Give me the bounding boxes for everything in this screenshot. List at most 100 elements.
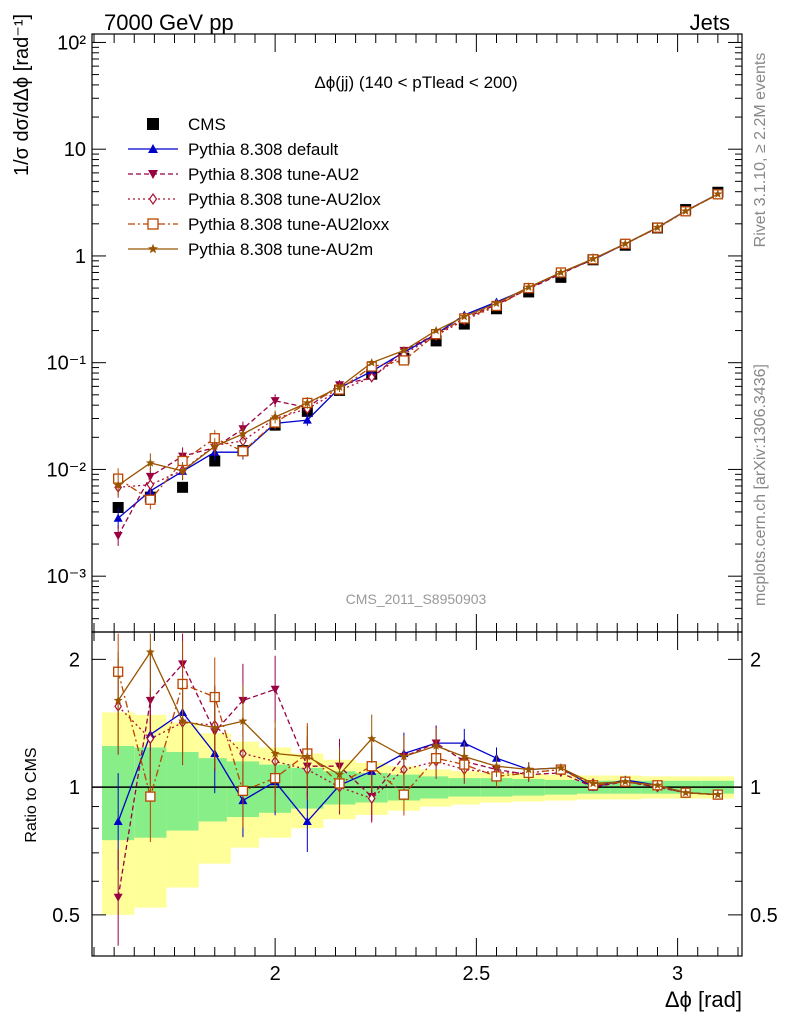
ratio-point bbox=[556, 763, 566, 772]
data-point bbox=[620, 239, 630, 248]
data-point bbox=[335, 382, 345, 391]
ratio-line bbox=[117, 711, 718, 823]
legend-label: Pythia 8.308 tune-AU2loxx bbox=[188, 215, 390, 234]
legend-label: Pythia 8.308 tune-AU2lox bbox=[188, 190, 381, 209]
ratio-series-group bbox=[113, 633, 724, 946]
axes-group: 10⁻³ 10⁻² 10⁻¹ 1 10 10² 0.5 0.5 1 1 2 2 2 2.5 3 bbox=[47, 32, 778, 985]
legend-marker bbox=[147, 218, 159, 230]
data-point bbox=[145, 458, 155, 467]
series-6-ratio bbox=[113, 633, 723, 802]
data-point bbox=[209, 455, 221, 467]
legend-entry-3: Pythia 8.308 tune-AU2 bbox=[128, 165, 359, 184]
data-point bbox=[652, 222, 662, 232]
data-point bbox=[270, 397, 280, 406]
ratio-point bbox=[270, 748, 280, 758]
data-point bbox=[237, 446, 249, 457]
ratio-point bbox=[399, 751, 409, 761]
x-tick-label: 2 bbox=[270, 963, 281, 985]
y-axis-label-main: 1/σ dσ/dΔϕ [rad⁻¹] bbox=[11, 14, 33, 176]
ratio-line bbox=[117, 650, 718, 796]
ratio-point bbox=[237, 785, 249, 796]
legend-label: CMS bbox=[188, 115, 226, 134]
data-point bbox=[492, 298, 501, 308]
series-5-main bbox=[113, 189, 724, 510]
ratio-point bbox=[270, 685, 280, 694]
ratio-point bbox=[620, 776, 630, 786]
series-line bbox=[117, 193, 719, 486]
x-tick-label: 3 bbox=[672, 963, 683, 985]
data-point bbox=[146, 479, 155, 491]
ratio-frame bbox=[91, 631, 743, 957]
ratio-point bbox=[524, 764, 534, 774]
legend: CMS Pythia 8.308 default Pythia 8.308 tune… bbox=[128, 115, 390, 259]
data-point bbox=[713, 189, 723, 198]
data-point bbox=[398, 355, 410, 366]
ratio-point bbox=[145, 791, 156, 802]
rivet-label: Rivet 3.1.10, ≥ 2.2M events bbox=[752, 53, 769, 248]
x-tick-label: 2.5 bbox=[462, 963, 490, 985]
header-right: Jets bbox=[690, 10, 730, 35]
data-point bbox=[459, 311, 469, 321]
data-point bbox=[270, 412, 280, 421]
data-point bbox=[113, 531, 123, 541]
legend-entry-2: Pythia 8.308 default bbox=[128, 140, 339, 159]
data-point bbox=[113, 480, 123, 490]
y-tick-label: 10⁻³ bbox=[47, 566, 87, 588]
legend-marker bbox=[147, 118, 159, 130]
ratio-point bbox=[459, 751, 469, 761]
ratio-tick-label-right: 1 bbox=[750, 777, 761, 799]
data-point bbox=[210, 441, 220, 451]
legend-label: Pythia 8.308 tune-AU2m bbox=[188, 240, 373, 259]
ratio-point bbox=[367, 734, 377, 743]
x-axis-label: Δϕ [rad] bbox=[665, 987, 742, 1012]
ratio-point bbox=[366, 761, 377, 772]
data-point bbox=[302, 398, 312, 407]
ratio-point bbox=[398, 789, 410, 800]
data-point bbox=[113, 513, 123, 522]
analysis-watermark: CMS_2011_S8950903 bbox=[346, 591, 487, 607]
legend-entry-5: Pythia 8.308 tune-AU2loxx bbox=[128, 215, 390, 234]
ratio-point bbox=[302, 751, 312, 761]
legend-label: Pythia 8.308 default bbox=[188, 140, 339, 159]
legend-entry-4: Pythia 8.308 tune-AU2lox bbox=[128, 190, 381, 209]
ratio-point bbox=[145, 647, 155, 656]
data-point bbox=[588, 254, 598, 263]
legend-marker bbox=[148, 170, 158, 179]
ratio-point bbox=[113, 816, 123, 826]
data-point bbox=[238, 429, 248, 438]
series-6-main bbox=[113, 189, 723, 496]
legend-entry-6: Pythia 8.308 tune-AU2m bbox=[128, 240, 373, 259]
data-point bbox=[431, 325, 441, 335]
data-point bbox=[302, 415, 312, 424]
ratio-tick-label-right: 0.5 bbox=[750, 905, 778, 927]
y-axis-label-ratio: Ratio to CMS bbox=[23, 747, 40, 842]
ratio-point bbox=[681, 788, 691, 797]
data-point bbox=[177, 481, 189, 493]
data-point bbox=[367, 357, 377, 367]
ratio-point bbox=[652, 780, 662, 790]
main-series-group bbox=[112, 186, 724, 546]
y-tick-label: 10⁻² bbox=[47, 459, 87, 481]
ratio-point bbox=[367, 792, 376, 805]
y-tick-label: 1 bbox=[75, 246, 86, 268]
y-tick-label: 10⁻¹ bbox=[47, 353, 87, 375]
ratio-point bbox=[431, 741, 441, 750]
data-point bbox=[112, 501, 124, 513]
ratio-point bbox=[335, 769, 345, 779]
data-point bbox=[367, 371, 376, 383]
mcplots-label: mcplots.cern.ch [arXiv:1306.3436] bbox=[752, 364, 769, 606]
ratio-uncertainty-bands bbox=[92, 712, 742, 915]
header-left: 7000 GeV pp bbox=[104, 10, 234, 35]
data-point bbox=[145, 494, 156, 505]
data-point bbox=[556, 267, 566, 277]
legend-marker bbox=[148, 144, 158, 153]
ratio-tick-label-left: 2 bbox=[69, 649, 80, 671]
legend-marker bbox=[148, 192, 158, 206]
legend-label: Pythia 8.308 tune-AU2 bbox=[188, 165, 359, 184]
ratio-point bbox=[210, 723, 220, 732]
legend-entry-1: CMS bbox=[147, 115, 226, 134]
ratio-point bbox=[113, 893, 123, 902]
data-point bbox=[524, 282, 534, 291]
ratio-point bbox=[713, 789, 723, 799]
